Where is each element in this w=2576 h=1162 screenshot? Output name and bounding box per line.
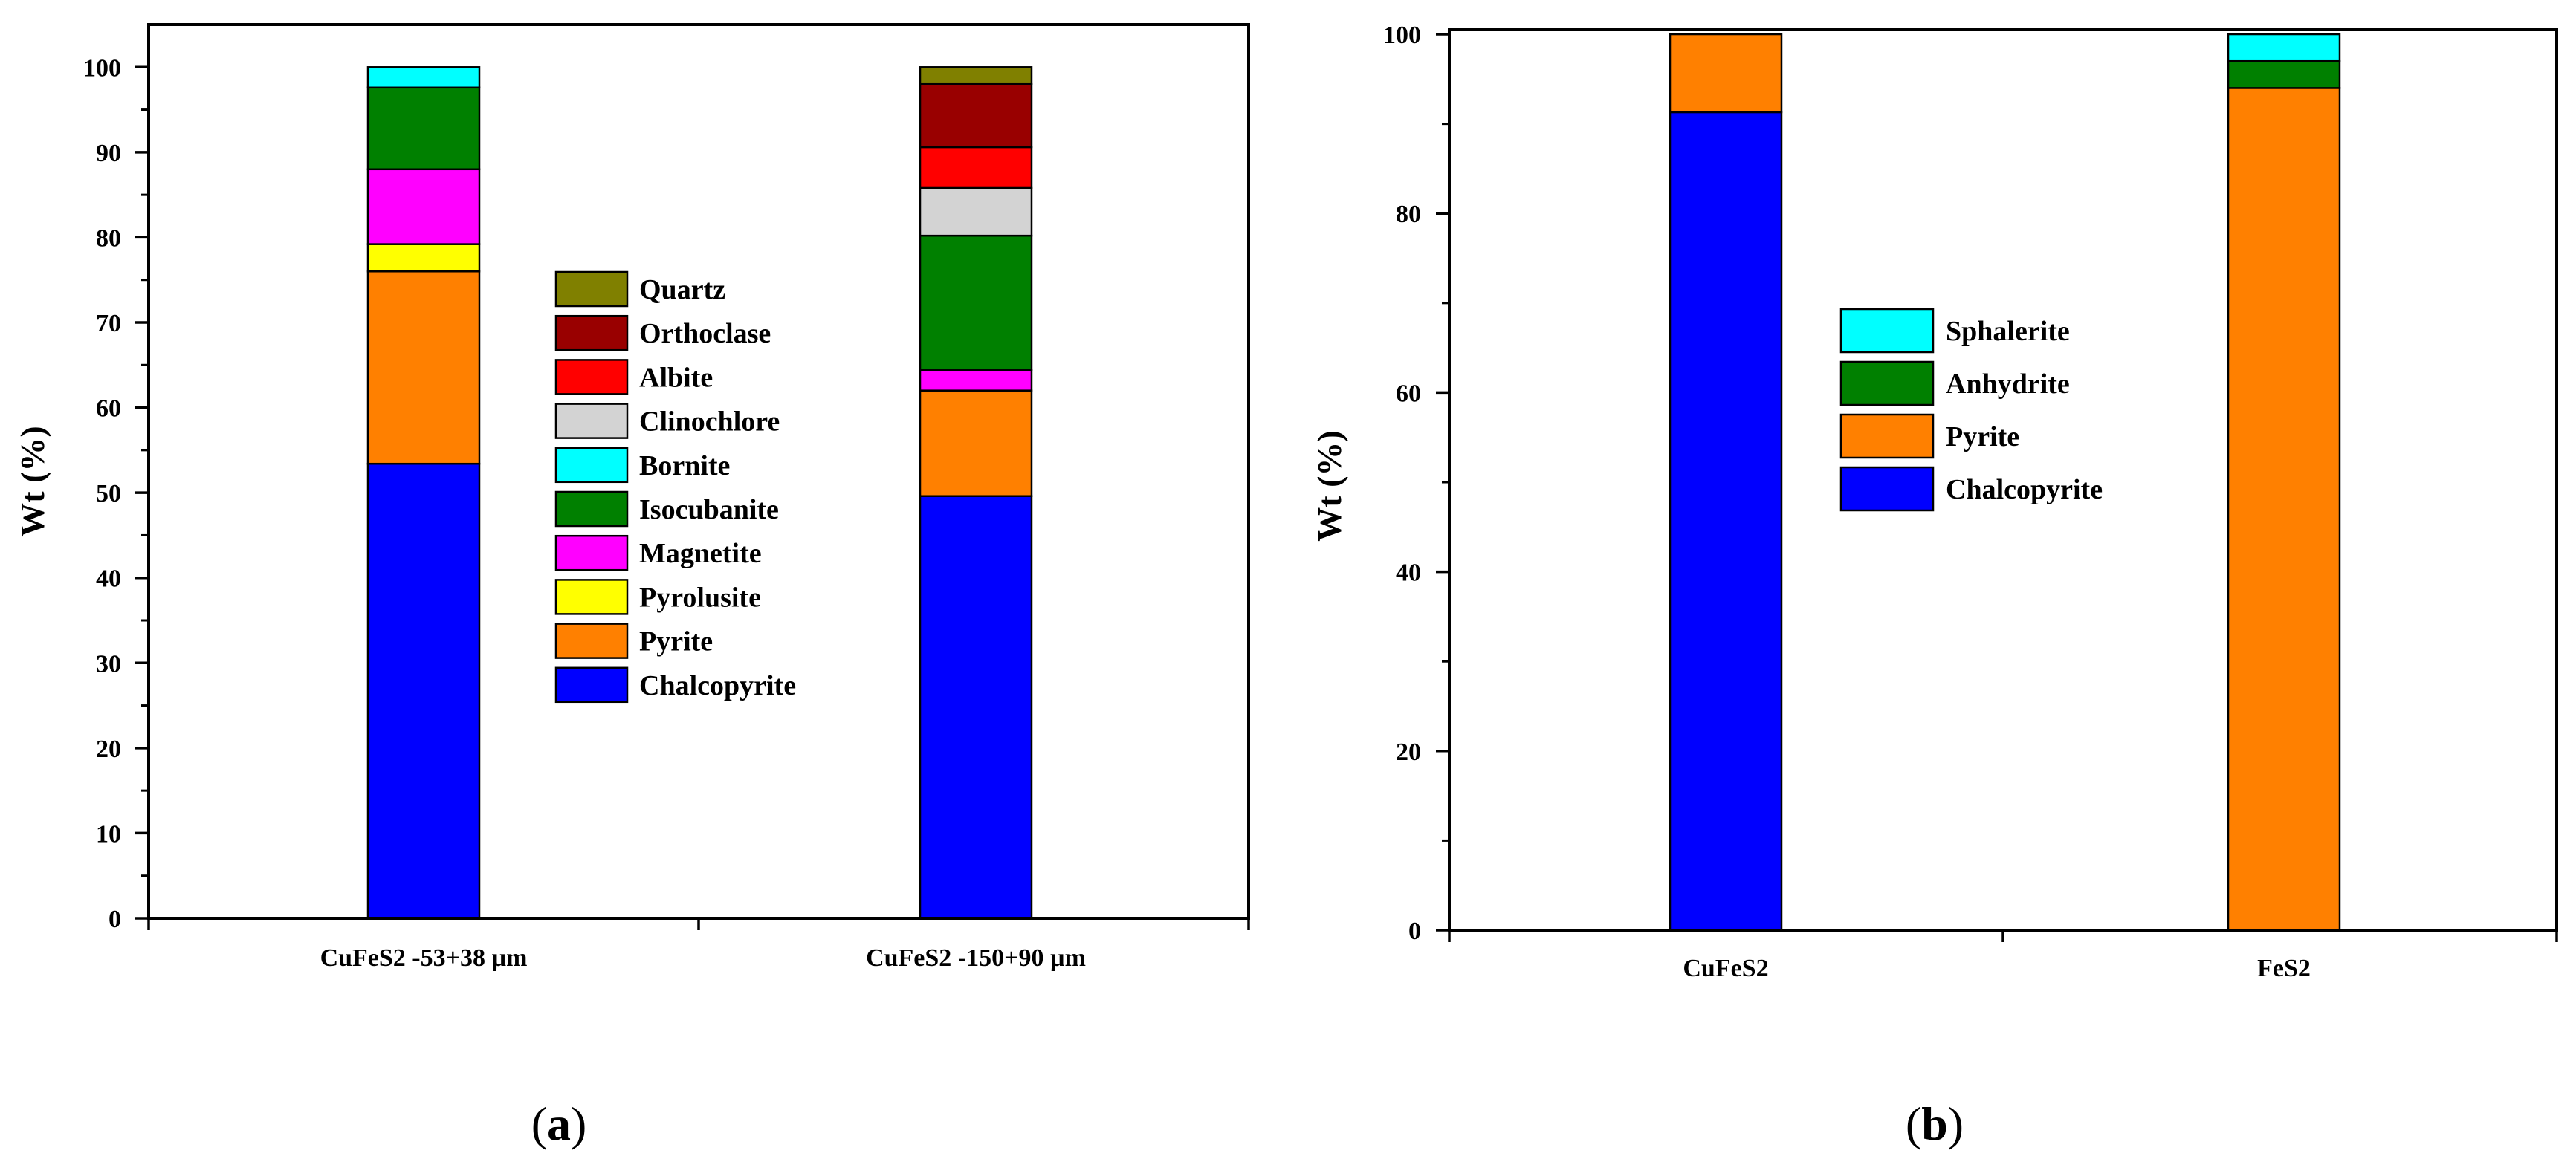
bar-a-cufes2-53-38-m-isocubanite (366, 86, 481, 171)
y-tick-label-a-50: 50 (96, 480, 121, 507)
bar-a-cufes2-150-90-m-isocubanite (919, 234, 1033, 371)
bar-b-fes2-sphalerite (2227, 33, 2341, 62)
legend-swatch-a-albite (554, 359, 629, 395)
panel-label-a-close: ) (571, 1097, 586, 1150)
panel-label-b-letter: b (1921, 1097, 1948, 1150)
panel-label-b-open: ( (1906, 1097, 1921, 1150)
y-tick-label-b-60: 60 (1396, 380, 1421, 407)
panel-label-b: (b) (1906, 1097, 1964, 1150)
x-category-label-a-cufes2-150-90-m: CuFeS2 -150+90 µm (866, 944, 1086, 972)
x-category-label-a-cufes2-53-38-m: CuFeS2 -53+38 µm (320, 944, 528, 972)
y-tick-label-a-10: 10 (96, 820, 121, 848)
legend-swatch-b-pyrite (1839, 413, 1935, 459)
legend-swatch-b-chalcopyrite (1839, 466, 1935, 512)
legend-label-a-bornite: Bornite (639, 450, 730, 481)
bar-a-cufes2-53-38-m-pyrolusite (366, 243, 481, 273)
bar-b-fes2-pyrite (2227, 87, 2341, 932)
legend-swatch-b-anhydrite (1839, 360, 1935, 406)
legend-swatch-a-chalcopyrite (554, 666, 629, 704)
legend-label-a-albite: Albite (639, 362, 713, 393)
y-tick-label-b-0: 0 (1408, 918, 1421, 945)
legend-swatch-a-quartz (554, 270, 629, 308)
legend-label-b-sphalerite: Sphalerite (1946, 316, 2070, 347)
y-axis-title-a: Wt (%) (13, 426, 51, 536)
legend-label-b-chalcopyrite: Chalcopyrite (1946, 474, 2103, 505)
y-tick-label-b-20: 20 (1396, 739, 1421, 766)
chart-a: 0 10 20 30 40 50 60 70 80 90 100 CuFeS2 -53+38 µm Cu… (13, 23, 1250, 972)
panel-label-a-letter: a (547, 1097, 571, 1150)
panel-label-a: (a) (531, 1097, 587, 1150)
y-tick-label-a-60: 60 (96, 395, 121, 423)
bar-a-cufes2-150-90-m-quartz (919, 66, 1033, 85)
bar-a-cufes2-150-90-m-magnetite (919, 369, 1033, 392)
legend-label-a-clinochlore: Clinochlore (639, 406, 780, 438)
y-tick-label-b-40: 40 (1396, 559, 1421, 587)
legend-swatch-a-clinochlore (554, 403, 629, 439)
legend-swatch-a-bornite (554, 447, 629, 484)
y-tick-label-a-80: 80 (96, 224, 121, 252)
legend-label-b-pyrite: Pyrite (1946, 421, 2019, 452)
y-tick-label-a-40: 40 (96, 565, 121, 593)
legend-swatch-b-sphalerite (1839, 308, 1935, 354)
bar-a-cufes2-150-90-m-chalcopyrite (919, 495, 1033, 920)
bar-b-fes2-anhydrite (2227, 59, 2341, 89)
bar-b-cufes2-chalcopyrite (1669, 111, 1783, 932)
bar-a-cufes2-53-38-m-chalcopyrite (366, 462, 481, 920)
y-axis-title-b: Wt (%) (1310, 430, 1348, 541)
legend-swatch-a-pyrite (554, 623, 629, 659)
legend-label-a-pyrolusite: Pyrolusite (639, 582, 761, 613)
bar-a-cufes2-53-38-m-bornite (366, 66, 481, 89)
legend-label-a-isocubanite: Isocubanite (639, 494, 779, 525)
y-tick-label-a-30: 30 (96, 650, 121, 678)
panel-label-b-close: ) (1948, 1097, 1964, 1150)
y-tick-label-a-70: 70 (96, 310, 121, 337)
bar-a-cufes2-150-90-m-orthoclase (919, 82, 1033, 149)
legend-a: Quartz Orthoclase Albite Clinochlore Bornite… (554, 270, 796, 704)
bar-a-cufes2-150-90-m-albite (919, 146, 1033, 189)
x-category-label-b-cufes2: CuFeS2 (1683, 955, 1768, 982)
bar-b-cufes2-pyrite (1669, 33, 1783, 114)
legend-label-a-pyrite: Pyrite (639, 626, 713, 658)
y-tick-label-a-20: 20 (96, 736, 121, 763)
legend-swatch-a-isocubanite (554, 490, 629, 528)
bar-a-cufes2-150-90-m-clinochlore (919, 186, 1033, 237)
y-tick-label-b-80: 80 (1396, 201, 1421, 228)
chart-b: 0 20 40 60 80 100 CuFeS2 FeS2 Wt (%) Sphalerite An… (1310, 22, 2558, 982)
legend-label-a-orthoclase: Orthoclase (639, 318, 771, 349)
legend-label-a-magnetite: Magnetite (639, 538, 762, 569)
legend-swatch-a-orthoclase (554, 314, 629, 351)
bar-a-cufes2-53-38-m-pyrite (366, 270, 481, 465)
bar-a-cufes2-150-90-m-pyrite (919, 389, 1033, 497)
legend-b: Sphalerite Anhydrite Pyrite Chalcopyrite (1839, 308, 2103, 512)
bar-a-cufes2-53-38-m-magnetite (366, 168, 481, 245)
legend-label-a-chalcopyrite: Chalcopyrite (639, 670, 796, 701)
y-tick-label-a-90: 90 (96, 140, 121, 167)
panel-label-a-open: ( (531, 1097, 547, 1150)
y-tick-label-b-100: 100 (1383, 22, 1421, 49)
legend-label-b-anhydrite: Anhydrite (1946, 369, 2070, 400)
legend-label-a-quartz: Quartz (639, 274, 725, 305)
x-category-label-b-fes2: FeS2 (2257, 955, 2311, 982)
y-tick-label-a-100: 100 (83, 54, 121, 82)
y-tick-label-a-0: 0 (109, 906, 121, 933)
legend-swatch-a-pyrolusite (554, 579, 629, 615)
legend-swatch-a-magnetite (554, 534, 629, 571)
